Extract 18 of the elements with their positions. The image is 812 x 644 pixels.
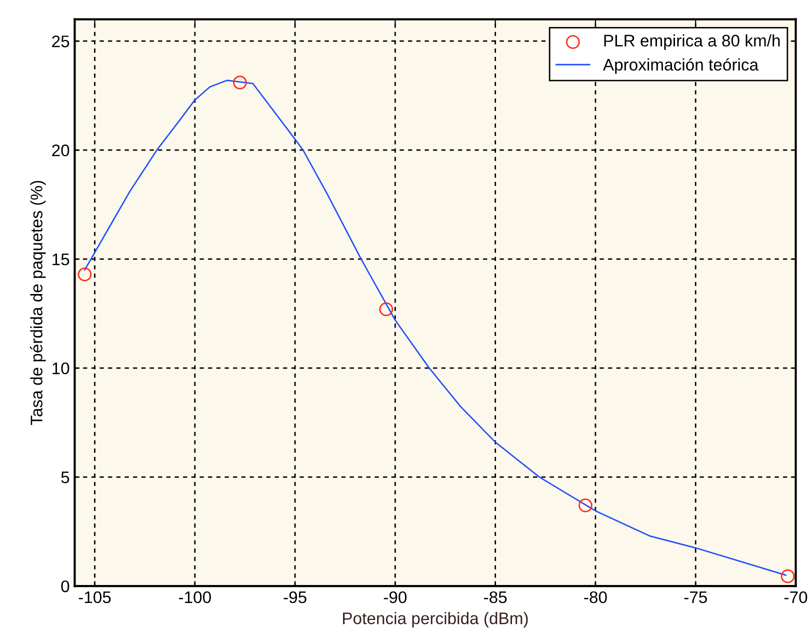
x-tick-label: -75 (684, 592, 707, 604)
y-tick-label: 5 (61, 472, 70, 484)
legend-label: Aproximación teórica (602, 58, 759, 74)
y-tick-label: 0 (61, 580, 70, 592)
y-tick-label: 15 (52, 254, 70, 266)
y-axis-title: Tasa de pérdida de paquetes (%) (30, 180, 46, 426)
legend-label: PLR empirica a 80 km/h (604, 34, 780, 50)
x-tick-label: -70 (784, 591, 808, 604)
x-axis-title: Potencia percibida (dBm) (343, 612, 528, 628)
y-tick-label: 25 (52, 36, 70, 48)
y-tick-label: 20 (52, 144, 70, 156)
y-tick-label: 10 (52, 362, 70, 374)
x-tick-label: -85 (484, 591, 507, 604)
x-tick-label: -95 (284, 591, 306, 604)
x-tick-label: -80 (584, 591, 607, 604)
x-tick-label: -90 (384, 591, 407, 604)
x-tick-label: -105 (78, 591, 111, 604)
x-tick-label: -100 (178, 591, 211, 604)
